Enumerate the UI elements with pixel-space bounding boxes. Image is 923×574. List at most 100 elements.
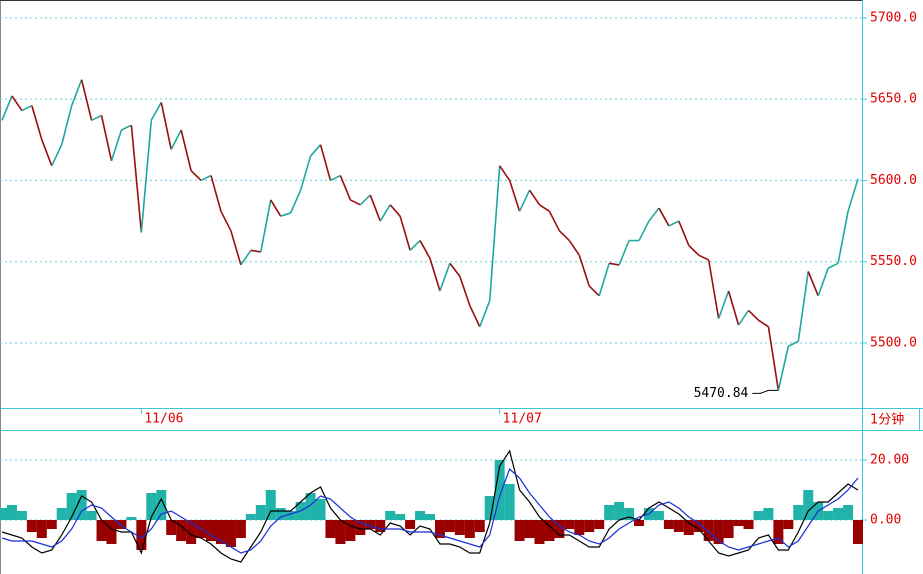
macd-bar [0,508,7,520]
macd-bar [524,520,535,538]
macd-bar [126,517,137,520]
macd-bar [36,520,47,538]
macd-bar [345,520,356,541]
macd-bar [6,505,17,520]
price-segment [777,346,790,391]
price-segment [678,220,690,246]
y-tick-label: 5500.0 [870,335,917,350]
macd-bar [365,520,376,529]
price-segment [439,263,451,292]
macd-bar [275,508,286,520]
price-segment [70,79,83,106]
price-segment [459,276,471,306]
macd-bar [285,511,296,520]
macd-bar [474,520,485,532]
price-segment [60,105,73,145]
price-segment [31,105,43,141]
y-tick-label: 0.00 [870,513,901,528]
macd-bar [255,505,266,520]
y-tick-label: 5600.0 [870,173,917,188]
macd-bar [166,520,177,535]
price-segment [140,120,153,233]
macd-bar [494,460,505,520]
macd-bar [116,520,127,529]
price-segment [609,262,620,266]
macd-bar [733,520,744,526]
price-segment [787,340,799,347]
macd-bar [514,520,525,541]
price-segment [558,230,570,242]
macd-bar [803,490,814,520]
annotation-label: 5470.84 [694,386,749,401]
price-segment [399,215,411,251]
macd-bar [763,508,774,520]
price-segment [170,129,182,150]
macd-bar [604,505,615,520]
price-segment [389,204,401,217]
price-segment [409,240,421,251]
price-segment [648,207,660,222]
price-segment [91,114,102,122]
price-segment [758,319,769,328]
price-segment [359,194,371,206]
macd-bar [56,508,67,520]
macd-bar [564,520,575,529]
price-segment [220,210,232,232]
price-segment [449,262,461,277]
macd-bar [46,520,57,529]
macd-bar [544,520,555,541]
price-segment [419,240,431,259]
macd-line [1,449,859,563]
y-tick-label: 5650.0 [870,92,917,107]
price-segment [528,189,541,206]
macd-bar [225,520,236,547]
macd-bar [186,520,197,544]
price-segment [121,124,132,131]
macd-bar [315,499,326,520]
price-segment [469,305,481,328]
macd-bar [753,511,764,520]
macd-bar [624,508,635,520]
price-segment [598,263,610,297]
period-label: 1分钟 [870,412,904,428]
macd-bar [723,520,734,538]
price-segment [767,326,780,391]
price-segment [51,144,63,167]
price-segment [100,115,113,162]
macd-bar [823,511,834,520]
macd-bar [335,520,346,544]
macd-bar [743,520,754,529]
macd-bar [683,520,694,535]
macd-bar [434,520,445,538]
price-segment [369,194,381,222]
macd-bar [853,520,863,544]
macd-bar [534,520,545,544]
price-segment [200,174,212,182]
price-segment [539,204,550,212]
price-segment [11,95,23,111]
macd-bar [235,520,246,538]
macd-bar [206,520,217,541]
price-segment [727,290,740,326]
macd-bar [614,502,625,520]
macd-bar [843,505,854,520]
price-segment [837,211,849,264]
macd-bar [86,511,97,520]
macd-bar [444,520,455,532]
macd-bar [156,490,167,520]
macd-bar [713,520,724,544]
macd-bar [215,520,226,544]
macd-bar [16,511,27,520]
price-segment [817,267,829,297]
price-segment [568,240,580,256]
price-segment [807,271,819,297]
price-segment [80,79,93,121]
price-segment [230,230,242,266]
macd-bar [265,490,276,520]
annotation-leader [752,389,779,394]
macd-bar [106,520,117,544]
macd-bar [663,520,674,529]
x-tick-label: 11/07 [503,412,542,427]
price-segment [350,199,361,206]
macd-bar [484,496,495,520]
